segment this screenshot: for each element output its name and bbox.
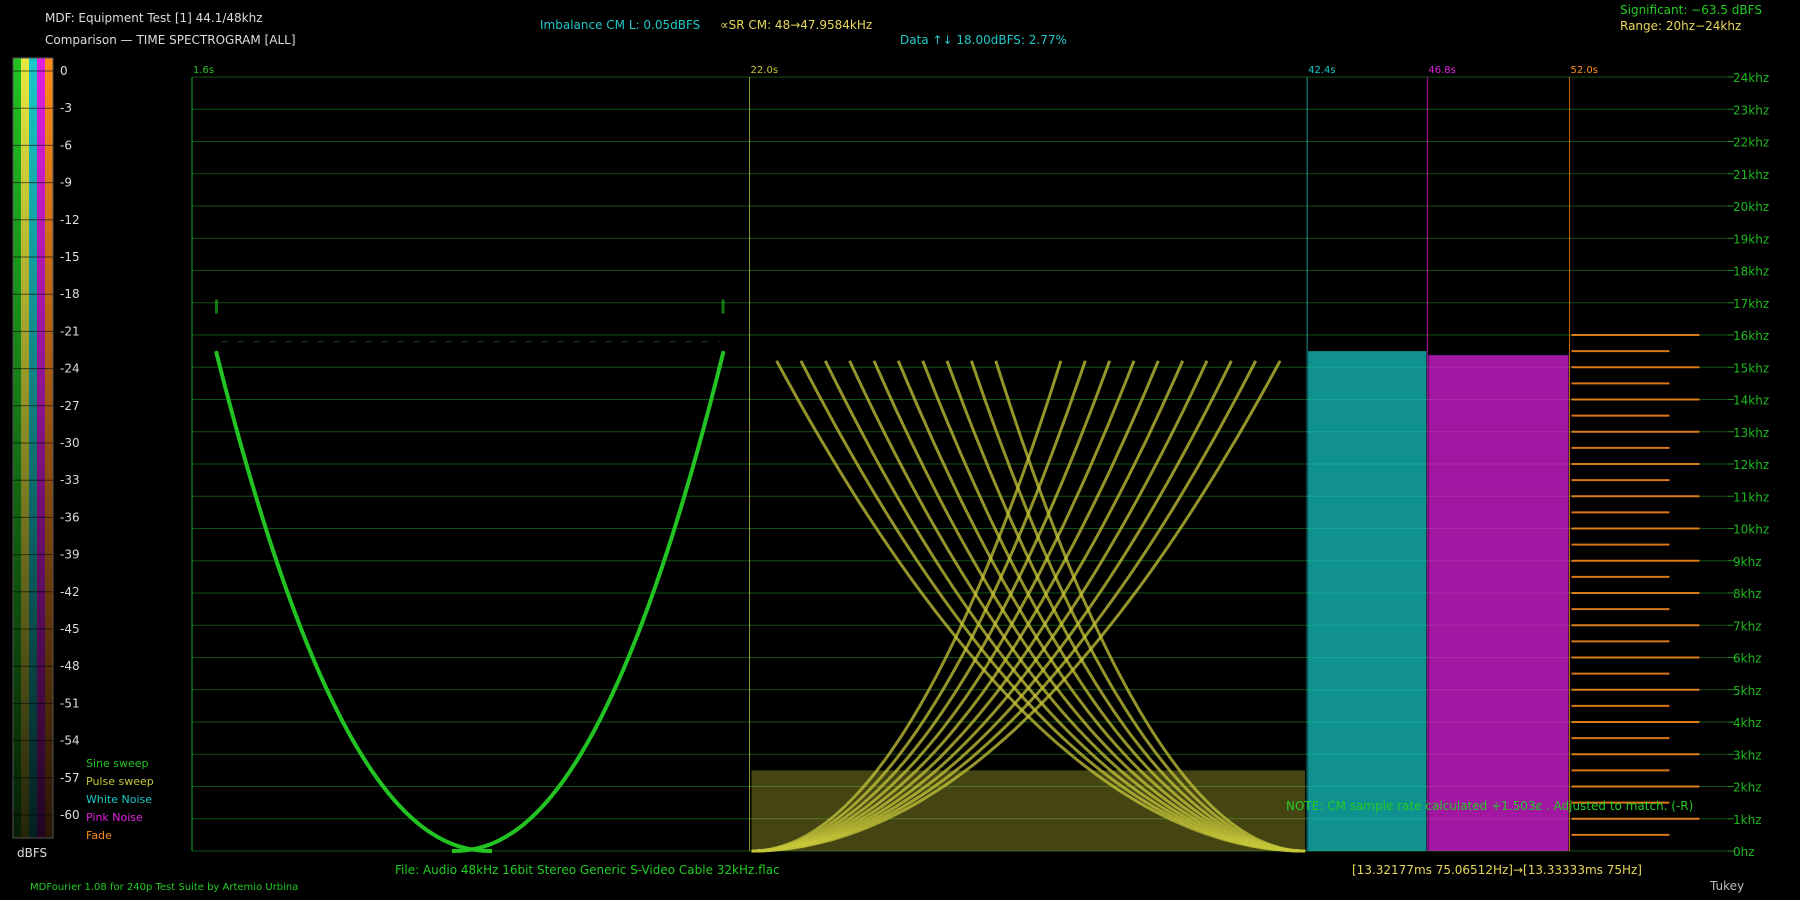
scale-tick-label: -48 [60, 659, 80, 673]
y-tick-label: 9khz [1733, 555, 1762, 569]
legend-item: Pink Noise [86, 811, 143, 824]
sine-sweep-up [452, 350, 726, 853]
sine-marker [721, 299, 725, 314]
fade-segment [1571, 334, 1700, 836]
segment-start-label: 42.4s [1308, 65, 1335, 76]
pulse-sweep [751, 360, 1306, 853]
y-tick-label: 22khz [1733, 136, 1769, 150]
scale-tick-label: -51 [60, 696, 80, 710]
y-tick-label: 17khz [1733, 297, 1769, 311]
y-tick-label: 14khz [1733, 394, 1769, 408]
y-tick-label: 5khz [1733, 684, 1762, 698]
scale-tick-label: -18 [60, 287, 80, 301]
scale-tick-label: -3 [60, 101, 72, 115]
segment-start-label: 22.0s [751, 65, 778, 76]
pulse-arc [969, 360, 1306, 853]
y-tick-label: 7khz [1733, 619, 1762, 633]
pulse-arc [751, 360, 1160, 853]
sine-marker [215, 299, 218, 314]
pulse-arc [848, 360, 1306, 853]
timing-info: [13.32177ms 75.06512Hz]→[13.33333ms 75Hz… [1352, 863, 1642, 877]
imbalance-readout: Imbalance CM L: 0.05dBFS [540, 18, 701, 32]
segment-start-label: 52.0s [1570, 65, 1597, 76]
pulse-base-fill [751, 770, 1306, 851]
scale-tick-label: -9 [60, 176, 72, 190]
pulse-arc [751, 360, 1209, 853]
scale-tick-label: -15 [60, 250, 80, 264]
pulse-arc [872, 360, 1306, 853]
scale-tick-label: -39 [60, 548, 80, 562]
pulse-arc [751, 360, 1063, 853]
y-tick-label: 21khz [1733, 168, 1769, 182]
pink-noise-block [1428, 355, 1569, 851]
y-tick-label: 12khz [1733, 458, 1769, 472]
y-tick-label: 11khz [1733, 490, 1769, 504]
legend-item: Fade [86, 829, 112, 842]
scale-tick-label: -45 [60, 622, 80, 636]
scale-tick-label: -21 [60, 324, 80, 338]
scale-tick-label: -42 [60, 585, 80, 599]
y-tick-label: 6khz [1733, 652, 1762, 666]
scale-tick-label: -27 [60, 399, 80, 413]
window-function: Tukey [1710, 879, 1745, 893]
pulse-arc [751, 360, 1087, 853]
y-tick-label: 8khz [1733, 587, 1762, 601]
scale-tick-label: -12 [60, 213, 80, 227]
y-tick-label: 1khz [1733, 813, 1762, 827]
chart-subtitle: Comparison — TIME SPECTROGRAM [ALL] [45, 33, 296, 47]
y-tick-label: 19khz [1733, 232, 1769, 246]
scale-shade [13, 58, 53, 838]
y-tick-label: 15khz [1733, 361, 1769, 375]
scale-tick-label: -60 [60, 808, 80, 822]
pulse-arc [945, 360, 1306, 853]
legend-item: White Noise [86, 793, 152, 806]
white-noise-block [1308, 351, 1427, 851]
scale-tick-label: 0 [60, 64, 68, 78]
y-tick-label: 23khz [1733, 103, 1769, 117]
credit-line: MDFourier 1.08 for 240p Test Suite by Ar… [30, 882, 299, 893]
pulse-arc [921, 360, 1306, 853]
window-title: MDF: Equipment Test [1] 44.1/48khz [45, 11, 263, 25]
scale-tick-label: -30 [60, 436, 80, 450]
data-readout: Data ↑↓ 18.00dBFS: 2.77% [900, 33, 1067, 47]
scale-tick-label: -33 [60, 473, 80, 487]
y-tick-label: 13khz [1733, 426, 1769, 440]
sine-sweep-down [214, 350, 492, 853]
scale-frame [12, 57, 54, 839]
scale-tick-label: -54 [60, 734, 80, 748]
y-tick-label: 20khz [1733, 200, 1769, 214]
legend-item: Pulse sweep [86, 775, 154, 788]
y-tick-label: 18khz [1733, 265, 1769, 279]
segment-start-label: 46.8s [1428, 65, 1455, 76]
legend-item: Sine sweep [86, 757, 149, 770]
pulse-arc [751, 360, 1136, 853]
scale-tick-label: -24 [60, 362, 80, 376]
pulse-arc [751, 360, 1112, 853]
segment-start-label: 1.6s [193, 65, 214, 76]
y-tick-label: 4khz [1733, 716, 1762, 730]
calibration-note: NOTE: CM sample rate calculated +1.503ȼ … [1286, 799, 1694, 813]
significant-readout: Significant: −63.5 dBFS [1620, 3, 1762, 17]
sample-rate-readout: ∝SR CM: 48→47.9584kHz [720, 18, 873, 32]
scale-label: dBFS [17, 846, 47, 860]
y-tick-label: 3khz [1733, 748, 1762, 762]
scale-tick-label: -6 [60, 138, 72, 152]
scale-tick-label: -36 [60, 510, 80, 524]
range-readout: Range: 20hz−24khz [1620, 19, 1742, 33]
pulse-arc [751, 360, 1185, 853]
pulse-arc [896, 360, 1306, 853]
scale-tick-label: -57 [60, 771, 80, 785]
y-tick-label: 16khz [1733, 329, 1769, 343]
pulse-arc [994, 360, 1306, 853]
y-tick-label: 24khz [1733, 71, 1769, 85]
y-tick-label: 10khz [1733, 523, 1769, 537]
file-info: File: Audio 48kHz 16bit Stereo Generic S… [395, 863, 780, 877]
y-tick-label: 0hz [1733, 845, 1755, 859]
y-tick-label: 2khz [1733, 781, 1762, 795]
